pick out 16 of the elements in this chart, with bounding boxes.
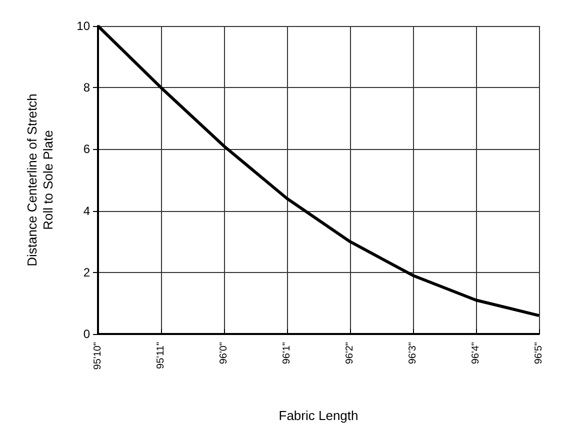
y-tick-label: 2 [83, 265, 90, 280]
x-tick-label: 96'5" [534, 342, 544, 364]
y-tick-label: 4 [83, 204, 90, 218]
y-axis-title: Distance Centerline of Stretch Roll to Sole Plate [24, 94, 56, 266]
x-tick-label: 95'11" [156, 342, 166, 369]
y-tick-label: 10 [76, 19, 90, 33]
x-tick-label: 96'4" [470, 342, 482, 364]
y-tick-label: 6 [83, 142, 90, 156]
y-tick-label: 8 [83, 80, 90, 95]
y-tick-label: 0 [83, 327, 90, 341]
x-tick-label: 96'2" [344, 342, 356, 364]
x-tick-label: 96'3" [408, 342, 418, 364]
x-tick-label: 95'10" [92, 342, 104, 370]
x-tick-label: 96'0" [218, 342, 230, 364]
x-tick-label: 96'1" [282, 342, 292, 364]
x-axis-title: Fabric Length [278, 408, 358, 423]
